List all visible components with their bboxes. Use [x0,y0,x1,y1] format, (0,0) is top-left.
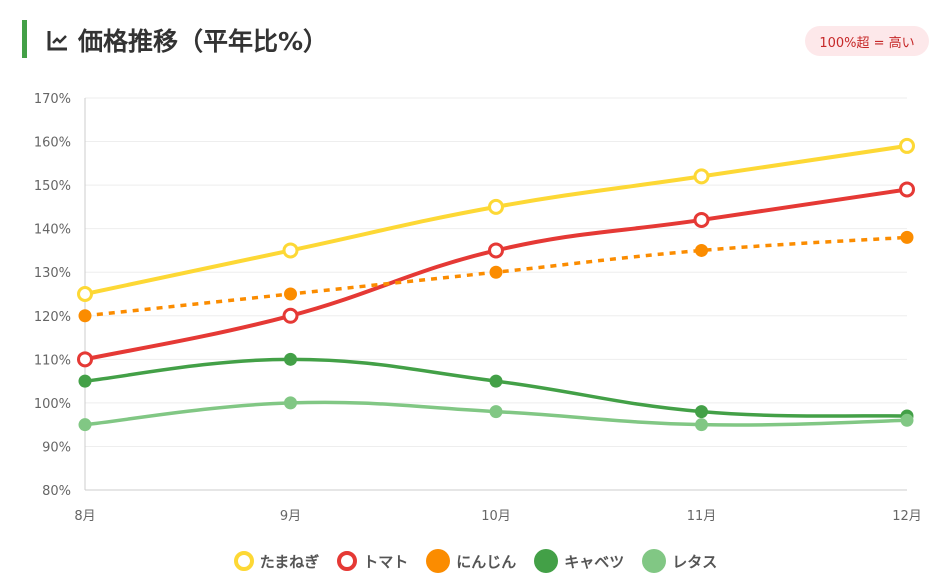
x-tick-label: 10月 [481,509,511,524]
x-tick-label: 8月 [74,509,95,524]
data-point [489,265,503,279]
legend-swatch-icon [337,551,358,571]
legend-label: レタス [672,552,718,571]
legend-swatch-icon [534,549,559,573]
data-point [695,243,708,257]
data-point [78,374,92,388]
data-point [488,198,504,215]
data-point [899,181,915,198]
legend-label: キャベツ [564,552,625,571]
line-chart-icon [47,31,67,51]
y-tick-label: 170% [34,92,71,107]
data-point [489,374,503,388]
legend-swatch-icon [426,549,451,573]
data-point [489,405,503,419]
y-tick-label: 80% [42,484,71,499]
legend-badge: 100%超 = 高い [805,26,929,56]
y-tick-label: 160% [34,136,71,151]
x-tick-label: 9月 [280,509,301,524]
legend-label: たまねぎ [259,552,320,571]
data-point [284,396,297,410]
data-point [488,242,504,259]
data-point [695,418,708,432]
legend-item[interactable]: キャベツ [534,549,624,573]
y-tick-label: 150% [34,179,71,194]
chart-legend: たまねぎ トマト にんじん キャベツ レタス [0,549,951,573]
legend-label: にんじん [456,552,517,571]
legend-swatch-icon [642,549,667,573]
data-point [284,352,297,366]
data-point [282,307,299,324]
data-point [78,309,92,323]
data-point [77,286,93,302]
y-tick-label: 110% [34,353,71,368]
data-point [900,413,914,427]
legend-item[interactable]: トマト [337,549,408,573]
title-accent-bar [22,20,27,58]
x-tick-label: 11月 [687,509,717,524]
legend-swatch-icon [233,551,254,571]
legend-item[interactable]: たまねぎ [233,549,320,573]
legend-item[interactable]: にんじん [426,549,516,573]
data-point [77,351,93,368]
data-point [78,418,92,432]
data-point [695,405,708,419]
data-point [900,230,914,244]
data-point [284,287,297,301]
data-point [693,211,710,228]
y-tick-label: 90% [42,440,71,455]
legend-label: トマト [363,552,409,571]
y-tick-label: 100% [34,397,71,412]
data-point [282,242,299,259]
y-tick-label: 120% [34,310,71,325]
y-tick-label: 130% [34,266,71,281]
page-title: 価格推移（平年比%） [46,22,328,58]
legend-item[interactable]: レタス [642,549,717,573]
data-point [693,168,710,185]
data-point [899,137,915,154]
x-tick-label: 12月 [892,509,922,524]
y-tick-label: 140% [34,223,71,238]
